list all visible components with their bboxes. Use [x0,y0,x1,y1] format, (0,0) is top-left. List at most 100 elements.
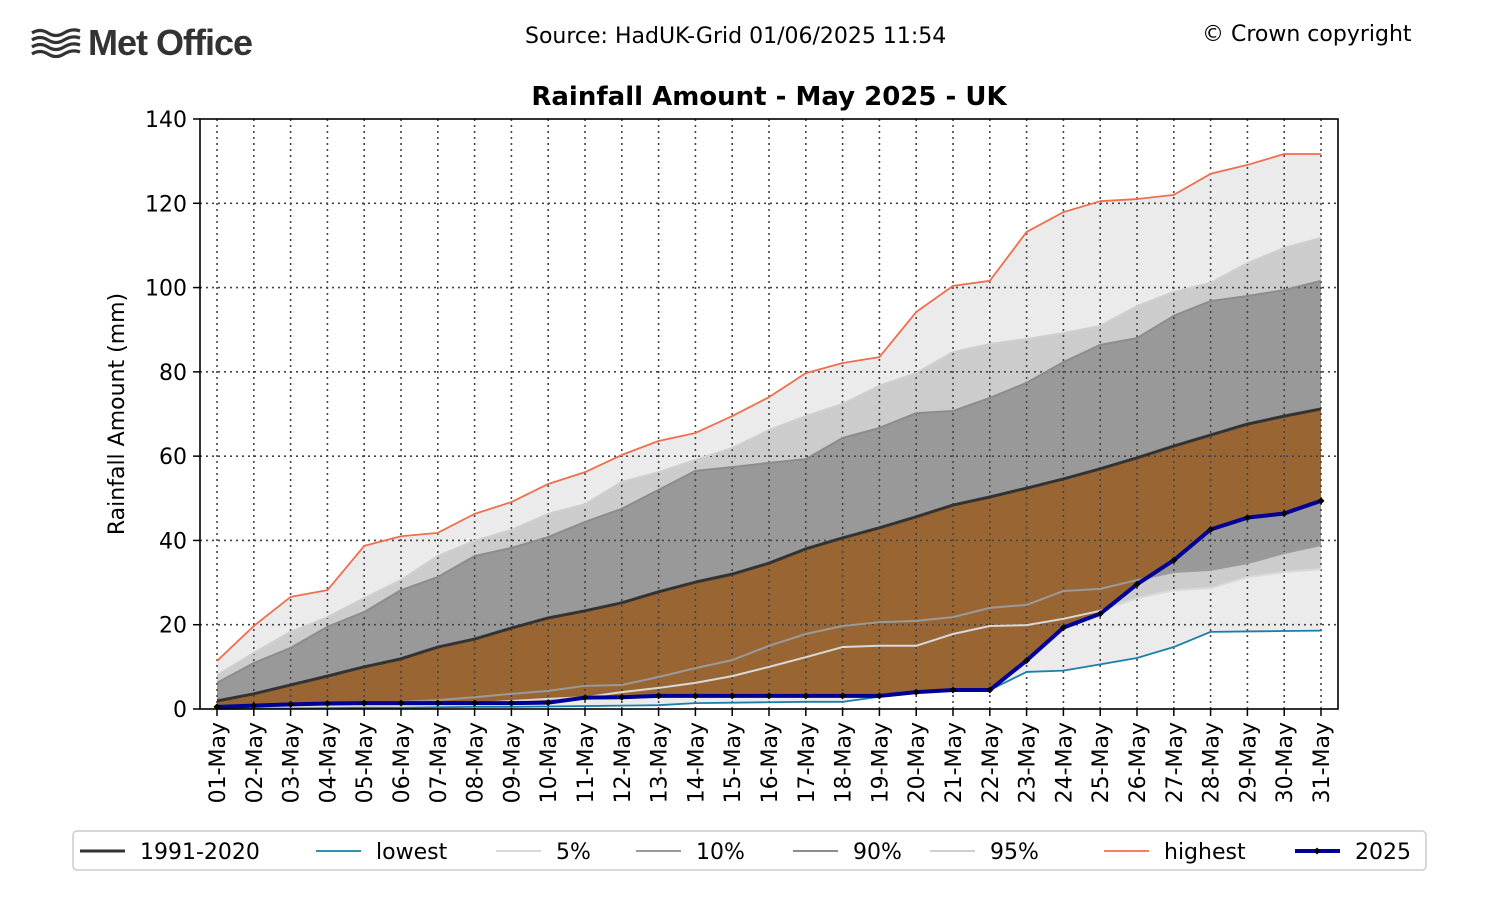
band-anomaly [217,408,1321,707]
x-tick-label: 22-May [979,722,1004,803]
x-tick-label: 21-May [942,722,967,803]
logo-text: Met Office [88,22,253,63]
legend-item-10pct: 10% [636,840,745,865]
legend-item-1991-2020: 1991-2020 [80,840,260,865]
x-tick-label: 17-May [795,722,820,803]
x-tick-label: 03-May [280,722,305,803]
y-tick-label: 80 [159,361,187,386]
series-line-highest [216,153,1321,662]
legend-item-highest: highest [1104,840,1246,865]
x-tick-label: 04-May [316,722,341,803]
data-point-2025 [1207,525,1215,533]
legend-item-90pct: 90% [793,840,902,865]
data-point-2025 [765,692,773,700]
x-tick-label: 23-May [1016,722,1041,803]
copyright-label: © Crown copyright [1202,22,1412,47]
data-point-2025 [360,699,368,707]
data-point-2025 [1243,514,1251,522]
x-tick-label: 15-May [721,722,746,803]
data-point-2025 [323,700,331,708]
legend-label: lowest [376,840,448,865]
y-tick-label: 20 [159,614,187,639]
y-tick-label: 60 [159,445,187,470]
x-tick-label: 14-May [684,722,709,803]
x-tick-label: 29-May [1236,722,1261,803]
series-line-90pct [216,279,1322,684]
x-tick-label: 08-May [464,722,489,803]
data-point-2025 [691,692,699,700]
data-point-2025 [1170,556,1178,564]
data-point-2025 [250,702,258,710]
data-point-2025 [397,699,405,707]
x-tick-label: 31-May [1310,722,1335,803]
data-point-2025 [802,692,810,700]
x-tick-label: 02-May [243,722,268,803]
legend-label: 90% [853,840,902,865]
legend-label: 2025 [1355,840,1411,865]
met-office-logo: Met Office [30,22,253,64]
legend-item-95pct: 95% [930,840,1039,865]
band-10-90 [217,280,1321,707]
data-point-2025 [986,686,994,694]
y-axis-label: Rainfall Amount (mm) [105,293,130,535]
data-point-2025 [1133,580,1141,588]
x-tick-label: 20-May [905,722,930,803]
data-point-2025 [655,692,663,700]
legend-label: highest [1164,840,1246,865]
data-point-2025 [618,693,626,701]
series-line-1991-2020 [216,407,1322,703]
data-point-2025 [728,692,736,700]
x-tick-label: 25-May [1089,722,1114,803]
x-tick-label: 19-May [868,722,893,803]
data-point-2025 [471,699,479,707]
x-tick-label: 11-May [574,722,599,803]
x-tick-label: 28-May [1200,722,1225,803]
legend-item-5pct: 5% [496,840,591,865]
data-point-2025 [875,692,883,700]
x-tick-label: 10-May [537,722,562,803]
data-point-2025 [287,700,295,708]
data-point-2025 [581,694,589,702]
x-tick-label: 06-May [390,722,415,803]
data-point-2025 [1280,509,1288,517]
data-point-2025 [1023,657,1031,665]
x-tick-label: 01-May [206,722,231,803]
y-tick-label: 140 [145,108,187,133]
data-point-2025 [1317,497,1325,505]
legend-marker [1313,847,1321,855]
x-tick-label: 12-May [611,722,636,803]
source-label: Source: HadUK-Grid 01/06/2025 11:54 [525,24,947,49]
data-point-2025 [507,699,515,707]
series-line-lowest [216,629,1322,710]
y-tick-label: 120 [145,192,187,217]
x-tick-label: 24-May [1052,722,1077,803]
x-tick-label: 07-May [427,722,452,803]
data-point-2025 [949,686,957,694]
data-point-2025 [434,699,442,707]
y-tick-label: 40 [159,529,187,554]
x-tick-label: 16-May [758,722,783,803]
x-tick-label: 05-May [353,722,378,803]
data-point-2025 [544,699,552,707]
legend-label: 1991-2020 [140,840,260,865]
x-tick-label: 30-May [1273,722,1298,803]
legend-label: 10% [696,840,745,865]
legend: 1991-2020 lowest 5% 10% 90% 95% highest 2025 [72,830,1427,871]
series-line-95pct [216,236,1322,677]
data-point-2025 [1096,610,1104,618]
legend-box [72,830,1427,871]
data-point-2025 [1059,624,1067,632]
x-tick-label: 13-May [648,722,673,803]
x-tick-label: 18-May [832,722,857,803]
legend-item-lowest: lowest [316,840,448,865]
legend-label: 5% [556,840,591,865]
waves-icon [31,28,81,59]
y-tick-label: 0 [173,698,187,723]
legend-label: 95% [990,840,1039,865]
x-tick-label: 27-May [1163,722,1188,803]
data-point-2025 [912,688,920,696]
x-tick-label: 09-May [500,722,525,803]
x-tick-label: 26-May [1126,722,1151,803]
y-tick-label: 100 [145,277,187,302]
